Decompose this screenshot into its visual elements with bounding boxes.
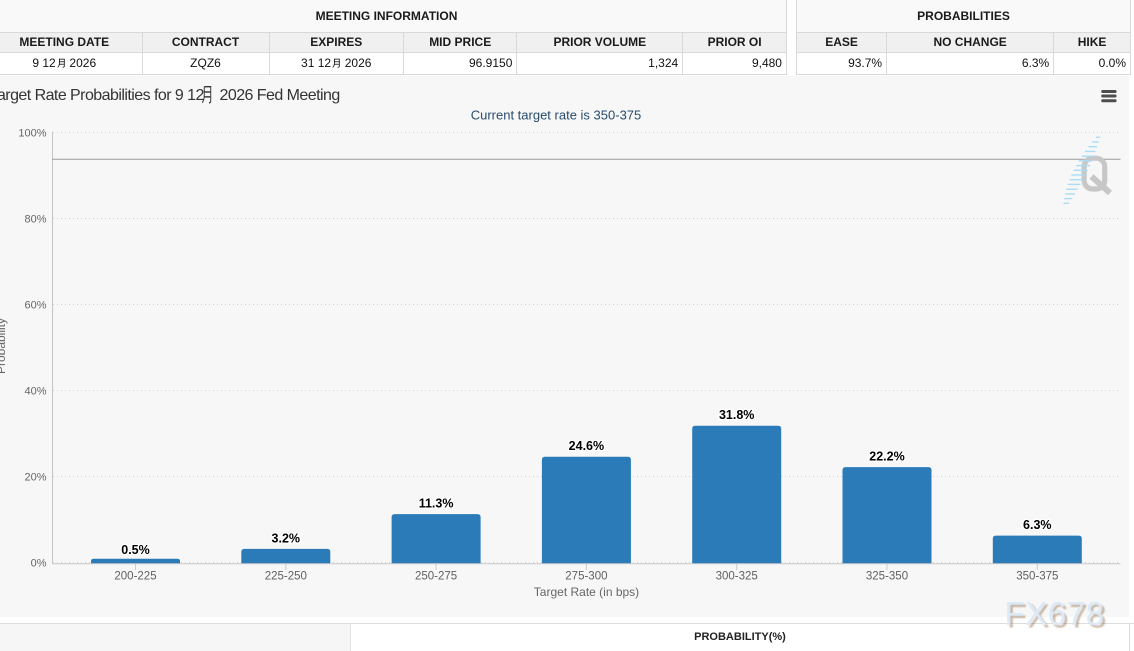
svg-text:60%: 60% <box>24 299 46 311</box>
svg-text:6.3%: 6.3% <box>1023 518 1052 532</box>
svg-text:2026 Fed Meeting: 2026 Fed Meeting <box>220 87 340 104</box>
svg-text:Probability: Probability <box>0 317 8 373</box>
svg-text:275-300: 275-300 <box>565 570 607 582</box>
svg-text:300-325: 300-325 <box>716 570 758 582</box>
svg-text:0.5%: 0.5% <box>121 543 150 557</box>
svg-text:Current target rate is 350-375: Current target rate is 350-375 <box>471 107 642 122</box>
svg-text:200-225: 200-225 <box>114 570 156 582</box>
svg-text:24.6%: 24.6% <box>569 439 604 453</box>
svg-text:11.3%: 11.3% <box>419 496 454 510</box>
svg-text:22.2%: 22.2% <box>869 449 904 463</box>
svg-text:Target Rate Probabilities for: Target Rate Probabilities for 9 12 <box>0 87 204 104</box>
svg-text:20%: 20% <box>24 471 46 483</box>
svg-text:Target Rate (in bps): Target Rate (in bps) <box>534 585 639 599</box>
svg-text:0%: 0% <box>31 557 47 569</box>
svg-text:250-275: 250-275 <box>415 570 457 582</box>
svg-text:31.8%: 31.8% <box>719 408 754 422</box>
svg-text:3.2%: 3.2% <box>272 531 301 545</box>
svg-text:350-375: 350-375 <box>1016 570 1058 582</box>
svg-text:40%: 40% <box>24 385 46 397</box>
svg-text:100%: 100% <box>18 127 46 139</box>
svg-text:325-350: 325-350 <box>866 570 908 582</box>
svg-text:225-250: 225-250 <box>265 570 307 582</box>
svg-text:80%: 80% <box>24 213 46 225</box>
